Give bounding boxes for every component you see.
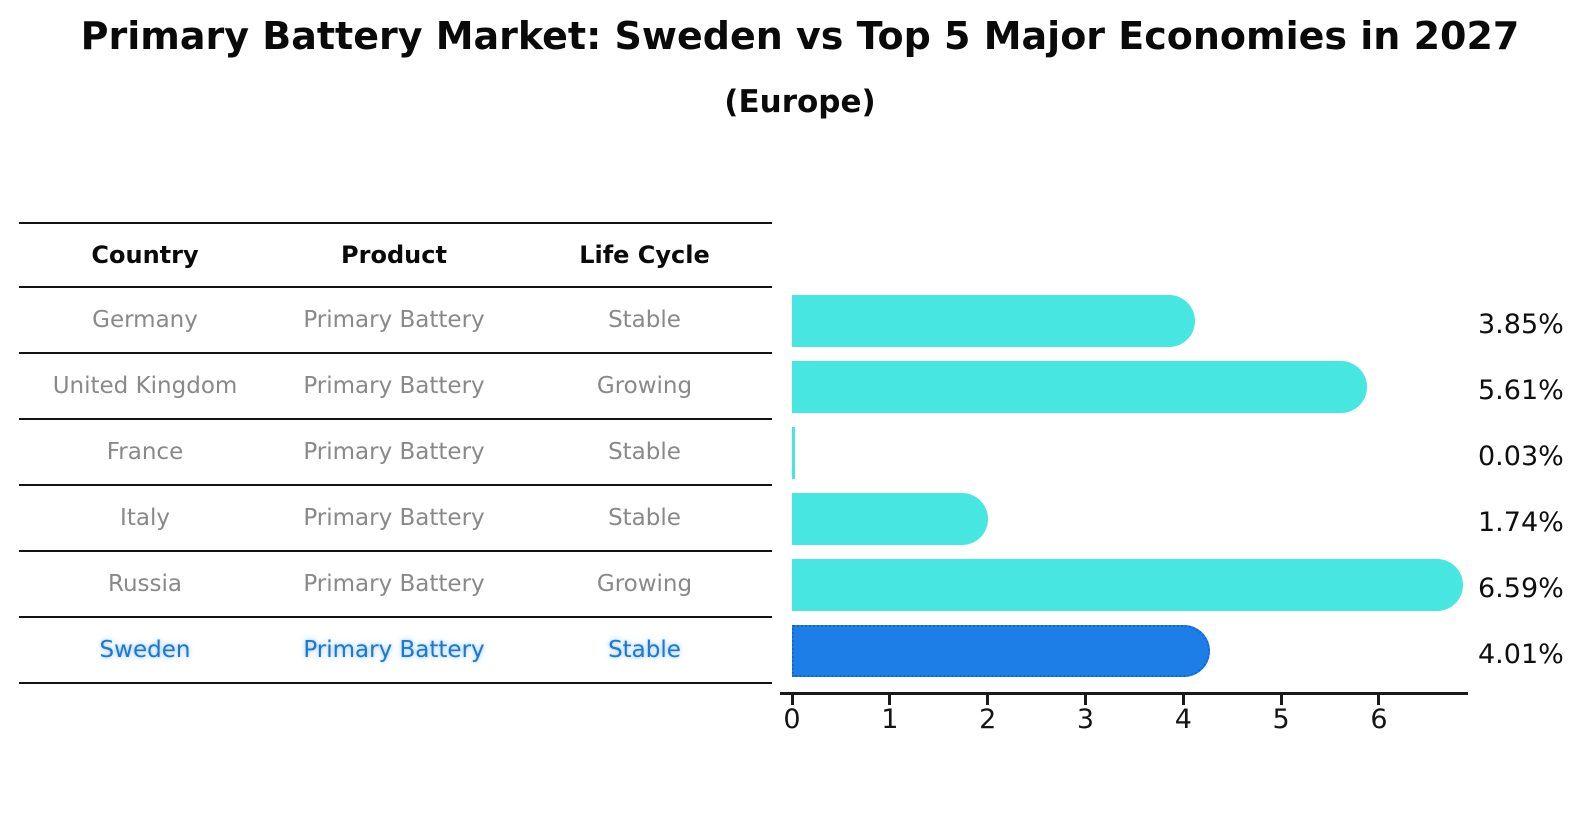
table-body: Germany Primary Battery Stable United Kingd… xyxy=(19,288,772,684)
table-row-italy: Italy Primary Battery Stable xyxy=(19,486,772,552)
product-cell: Primary Battery xyxy=(303,505,485,531)
product-cell: Primary Battery xyxy=(303,571,485,597)
table-row-russia: Russia Primary Battery Growing xyxy=(19,552,772,618)
country-cell: France xyxy=(106,439,184,465)
lifecycle-cell: Stable xyxy=(608,307,681,333)
country-cell: United Kingdom xyxy=(52,373,238,399)
x-axis-tick xyxy=(790,695,794,705)
x-axis-tick xyxy=(1279,695,1283,705)
lifecycle-cell: Growing xyxy=(596,571,693,597)
x-axis-tick xyxy=(888,695,892,705)
x-axis-tick-label: 6 xyxy=(1370,704,1388,735)
x-axis-tick-label: 0 xyxy=(783,704,801,735)
bar-value-label: 4.01% xyxy=(1478,639,1564,670)
column-header-lifecycle: Life Cycle xyxy=(579,241,710,269)
chart-title: Primary Battery Market: Sweden vs Top 5 … xyxy=(80,14,1520,58)
product-cell: Primary Battery xyxy=(303,307,485,333)
bar-italy xyxy=(792,493,989,545)
bar-united-kingdom xyxy=(792,361,1367,413)
column-header-country: Country xyxy=(91,241,199,269)
country-cell: Russia xyxy=(108,571,182,597)
bar-france xyxy=(792,427,795,479)
x-axis-tick xyxy=(1377,695,1381,705)
country-cell: Sweden xyxy=(99,637,191,663)
product-cell: Primary Battery xyxy=(303,439,485,465)
product-cell: Primary Battery xyxy=(303,373,485,399)
table-row-sweden: Sweden Primary Battery Stable xyxy=(19,618,772,684)
table-row-germany: Germany Primary Battery Stable xyxy=(19,288,772,354)
bar-germany xyxy=(792,295,1195,347)
chart-subtitle: (Europe) xyxy=(724,84,876,120)
x-axis-line xyxy=(780,692,1468,695)
country-cell: Italy xyxy=(120,505,170,531)
lifecycle-cell: Stable xyxy=(608,637,681,663)
column-header-product: Product xyxy=(341,241,447,269)
x-axis-tick-label: 3 xyxy=(1076,704,1095,735)
x-axis-tick-label: 1 xyxy=(881,704,899,735)
bar-value-label: 5.61% xyxy=(1478,375,1564,406)
table-header-row: Country Product Life Cycle xyxy=(19,222,772,288)
country-table: Country Product Life Cycle Germany Primar… xyxy=(19,222,772,684)
x-axis-tick xyxy=(986,695,990,705)
product-cell: Primary Battery xyxy=(303,637,485,663)
x-axis-tick xyxy=(1181,695,1185,705)
bar-value-label: 0.03% xyxy=(1478,441,1564,472)
bar-value-label: 6.59% xyxy=(1478,573,1564,604)
x-axis-tick-label: 5 xyxy=(1272,704,1290,735)
bar-sweden xyxy=(792,625,1211,677)
table-row-france: France Primary Battery Stable xyxy=(19,420,772,486)
x-axis-tick xyxy=(1083,695,1087,705)
lifecycle-cell: Growing xyxy=(596,373,693,399)
x-axis-tick-label: 4 xyxy=(1174,704,1192,735)
bar-value-label: 3.85% xyxy=(1478,309,1564,340)
lifecycle-cell: Stable xyxy=(608,505,681,531)
x-axis-tick-label: 2 xyxy=(979,704,997,735)
country-cell: Germany xyxy=(92,307,198,333)
table-row-united-kingdom: United Kingdom Primary Battery Growing xyxy=(19,354,772,420)
bar-russia xyxy=(792,559,1463,611)
bar-value-label: 1.74% xyxy=(1478,507,1564,538)
lifecycle-cell: Stable xyxy=(608,439,681,465)
